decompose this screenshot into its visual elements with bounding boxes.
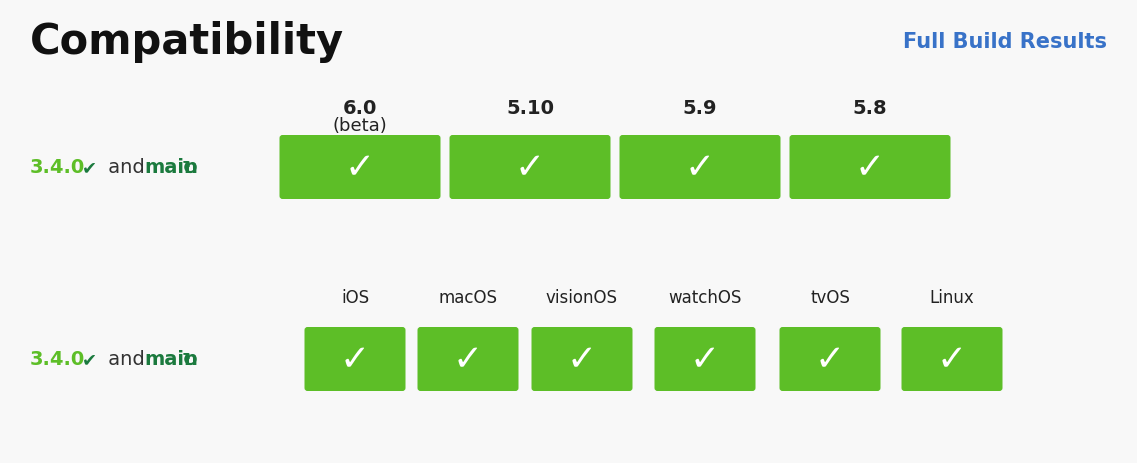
Text: ✓: ✓ <box>855 150 885 185</box>
Text: ✔: ✔ <box>82 350 97 368</box>
Text: watchOS: watchOS <box>669 288 741 307</box>
Text: tvOS: tvOS <box>810 288 850 307</box>
FancyBboxPatch shape <box>655 327 755 391</box>
FancyBboxPatch shape <box>449 136 611 200</box>
Text: ↻: ↻ <box>182 158 198 177</box>
Text: Compatibility: Compatibility <box>30 21 345 63</box>
FancyBboxPatch shape <box>620 136 780 200</box>
FancyBboxPatch shape <box>531 327 632 391</box>
Text: Linux: Linux <box>930 288 974 307</box>
Text: ✓: ✓ <box>515 150 545 185</box>
Text: ✓: ✓ <box>690 342 720 376</box>
Text: ✔: ✔ <box>82 159 97 176</box>
Text: and: and <box>102 350 151 369</box>
FancyBboxPatch shape <box>280 136 440 200</box>
Text: and: and <box>102 158 151 177</box>
Text: ↻: ↻ <box>182 350 198 369</box>
Text: 5.10: 5.10 <box>506 98 554 117</box>
Text: ✓: ✓ <box>453 342 483 376</box>
Text: ✓: ✓ <box>340 342 371 376</box>
Text: ✓: ✓ <box>684 150 715 185</box>
FancyBboxPatch shape <box>902 327 1003 391</box>
Text: ✓: ✓ <box>937 342 968 376</box>
FancyBboxPatch shape <box>305 327 406 391</box>
FancyBboxPatch shape <box>780 327 880 391</box>
Text: Full Build Results: Full Build Results <box>903 32 1107 52</box>
Text: macOS: macOS <box>439 288 498 307</box>
Text: ✓: ✓ <box>815 342 845 376</box>
FancyBboxPatch shape <box>789 136 951 200</box>
Text: ✓: ✓ <box>345 150 375 185</box>
Text: visionOS: visionOS <box>546 288 619 307</box>
Text: (beta): (beta) <box>333 117 388 135</box>
Text: main: main <box>144 158 198 177</box>
Text: main: main <box>144 350 198 369</box>
Text: 3.4.0: 3.4.0 <box>30 350 85 369</box>
Text: 3.4.0: 3.4.0 <box>30 158 85 177</box>
FancyBboxPatch shape <box>417 327 518 391</box>
Text: ✓: ✓ <box>567 342 597 376</box>
Text: 5.8: 5.8 <box>853 98 887 117</box>
Text: iOS: iOS <box>341 288 370 307</box>
Text: 6.0: 6.0 <box>343 98 377 117</box>
Text: 5.9: 5.9 <box>682 98 717 117</box>
